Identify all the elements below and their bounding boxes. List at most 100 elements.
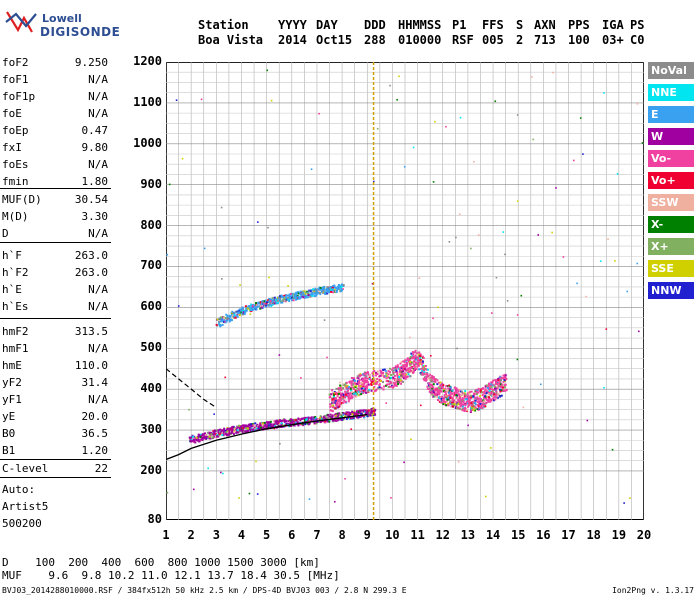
echo-point: [402, 360, 405, 363]
echo-point: [451, 392, 454, 395]
echo-point: [276, 419, 279, 422]
echo-point: [258, 424, 261, 427]
header-value-year: 2014: [278, 33, 307, 47]
echo-point: [436, 390, 439, 393]
echo-point: [457, 390, 460, 393]
echo-point: [229, 315, 232, 318]
echo-point: [356, 375, 359, 378]
param-value: N/A: [88, 300, 108, 313]
echo-point: [363, 385, 366, 388]
echo-point: [328, 420, 331, 423]
param-value: 110.0: [74, 359, 108, 372]
echo-point: [457, 398, 460, 401]
echo-point: [409, 361, 412, 364]
header-value-s: 2: [516, 33, 524, 47]
echo-point: [230, 318, 233, 321]
echo-point: [403, 375, 406, 378]
noise-point: [310, 168, 313, 170]
echo-point: [242, 309, 245, 312]
echo-point: [396, 372, 399, 375]
header-value-ffs: 005: [482, 33, 504, 47]
param-label: foF1p: [2, 90, 36, 103]
echo-point: [373, 377, 376, 380]
echo-point: [431, 375, 434, 378]
noise-point: [279, 442, 281, 445]
noise-point: [520, 294, 523, 297]
y-tick-label: 600: [140, 299, 162, 314]
y-tick-label: 700: [140, 258, 162, 273]
echo-point: [357, 394, 360, 397]
echo-point: [271, 297, 274, 300]
noise-point: [220, 206, 223, 209]
header-value-axn: 713: [534, 33, 556, 47]
param-label: h`F2: [2, 266, 29, 279]
header-label-day: DAY: [316, 18, 338, 32]
echo-point: [351, 410, 354, 413]
echo-point: [400, 382, 403, 385]
param-row: foF1p N/A: [2, 90, 108, 103]
echo-point: [356, 416, 359, 419]
echo-point: [340, 395, 343, 398]
legend-item-sse: SSE: [648, 260, 694, 277]
echo-point: [306, 292, 309, 295]
echo-point: [337, 414, 340, 417]
echo-point: [392, 369, 395, 372]
echo-point: [446, 398, 449, 401]
echo-point: [338, 403, 341, 406]
echo-point: [449, 388, 452, 391]
echo-point: [190, 436, 193, 439]
echo-point: [315, 422, 318, 425]
echo-point: [478, 397, 481, 400]
echo-point: [250, 423, 253, 426]
echo-point: [232, 433, 235, 436]
echo-point: [427, 377, 430, 380]
echo-point: [429, 390, 432, 393]
echo-point: [266, 301, 269, 304]
echo-point: [329, 413, 332, 416]
echo-point: [389, 380, 392, 383]
echo-point: [365, 411, 368, 414]
echo-point: [496, 387, 499, 390]
echo-point: [429, 384, 432, 387]
echo-point: [276, 299, 279, 302]
echo-point: [193, 439, 196, 442]
echo-point: [365, 375, 368, 378]
echo-point: [298, 418, 301, 421]
echo-point: [479, 406, 482, 409]
echo-point: [223, 429, 226, 432]
param-value: N/A: [88, 227, 108, 240]
param-row: h`F2 263.0: [2, 266, 108, 279]
y-tick-label: 1000: [133, 135, 162, 150]
echo-point: [458, 400, 461, 403]
echo-point: [273, 420, 276, 423]
echo-point: [325, 289, 328, 292]
echo-point: [404, 366, 407, 369]
echo-point: [245, 309, 248, 312]
echo-point: [493, 384, 496, 387]
echo-point: [406, 375, 409, 378]
legend-item-noval: NoVal: [648, 62, 694, 79]
echo-point: [404, 372, 407, 375]
echo-point: [225, 430, 228, 433]
echo-point: [355, 395, 358, 398]
echo-point: [293, 424, 296, 427]
echo-point: [403, 361, 406, 364]
noise-point: [418, 277, 421, 279]
echo-point: [361, 409, 364, 412]
param-value: 263.0: [74, 266, 108, 279]
echo-point: [308, 289, 311, 292]
echo-point: [383, 385, 386, 388]
echo-point: [417, 353, 420, 356]
param-label: foE: [2, 107, 22, 120]
echo-point: [445, 393, 448, 396]
echo-point: [378, 386, 381, 389]
echo-point: [472, 395, 475, 398]
echo-point: [466, 400, 469, 403]
echo-point: [471, 400, 474, 403]
echo-point: [389, 367, 392, 370]
echo-point: [419, 361, 422, 364]
echo-point: [423, 371, 426, 374]
echo-point: [492, 384, 495, 387]
echo-point: [432, 383, 435, 386]
echo-point: [291, 418, 294, 421]
